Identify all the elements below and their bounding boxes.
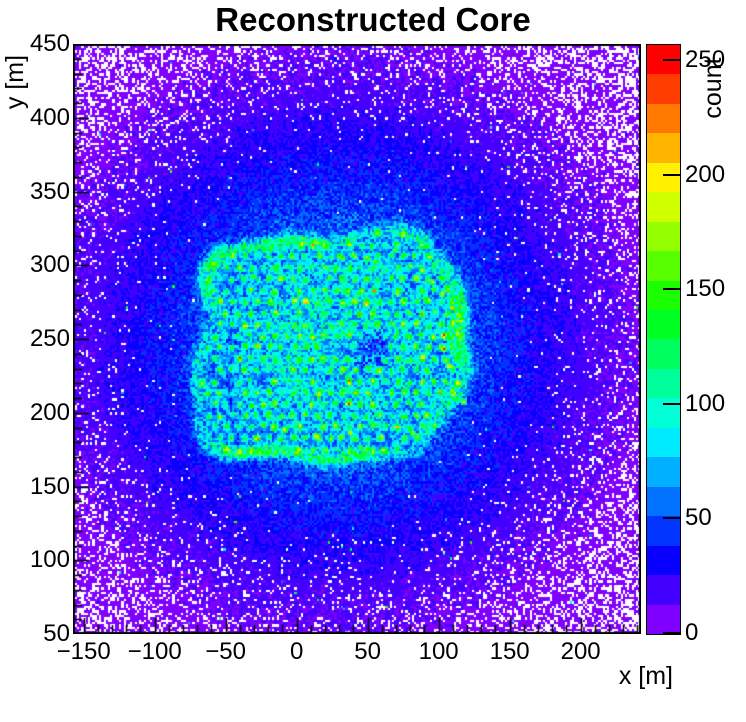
y-tick-label: 250 xyxy=(29,325,70,352)
colorbar-band xyxy=(647,162,680,193)
colorbar-band xyxy=(647,192,680,222)
colorbar-band xyxy=(647,368,680,399)
colorbar-tick xyxy=(663,632,680,634)
colorbar-band xyxy=(647,133,680,163)
colorbar-band xyxy=(647,310,680,340)
x-axis-title: x [m] xyxy=(618,662,673,690)
colorbar-band xyxy=(647,103,680,134)
x-tick-label: −50 xyxy=(205,638,246,665)
x-tick-label: 150 xyxy=(489,638,530,665)
x-tick-label: 200 xyxy=(560,638,601,665)
heatmap-canvas xyxy=(73,44,641,634)
y-tick-label: 450 xyxy=(29,30,70,57)
x-tick-label: 0 xyxy=(289,638,304,665)
y-tick-label: 400 xyxy=(29,103,70,131)
colorbar-band xyxy=(647,221,680,252)
colorbar-band xyxy=(647,486,680,517)
colorbar-band xyxy=(647,545,680,576)
colorbar-band xyxy=(647,604,680,634)
colorbar-band xyxy=(647,280,680,311)
x-tick-label: 50 xyxy=(354,638,381,665)
colorbar-band xyxy=(647,251,680,281)
colorbar-band xyxy=(647,575,680,605)
y-tick-label: 200 xyxy=(29,398,70,426)
colorbar-tick xyxy=(663,288,680,291)
y-tick-label: 300 xyxy=(29,251,70,279)
colorbar-tick xyxy=(663,173,680,176)
colorbar-tick-label: 100 xyxy=(685,389,726,417)
colorbar-tick-label: 0 xyxy=(685,619,699,646)
colorbar-tick xyxy=(663,59,680,62)
colorbar-tick xyxy=(663,402,680,405)
colorbar-band xyxy=(647,339,680,369)
colorbar-tick-label: 150 xyxy=(685,275,726,303)
colorbar-tick-label: 50 xyxy=(685,504,712,532)
colorbar-tick-label: 200 xyxy=(685,160,726,188)
y-tick-label: 50 xyxy=(43,620,70,647)
y-tick-label: 100 xyxy=(29,546,70,574)
colorbar-band xyxy=(647,74,680,104)
y-tick-label: 350 xyxy=(29,177,70,205)
chart-title: Reconstructed Core xyxy=(215,1,531,38)
colorbar-tick xyxy=(663,517,680,520)
colorbar-tick-label: 250 xyxy=(685,46,726,74)
x-tick-label: −150 xyxy=(56,638,111,665)
colorbar xyxy=(646,44,681,635)
colorbar-band xyxy=(647,516,680,546)
colorbar-title: count xyxy=(699,57,727,119)
colorbar-band xyxy=(647,427,680,458)
colorbar-band xyxy=(647,457,680,487)
x-tick-label: −100 xyxy=(127,638,182,665)
y-tick-label: 150 xyxy=(29,472,70,500)
x-tick-label: 100 xyxy=(418,638,459,665)
